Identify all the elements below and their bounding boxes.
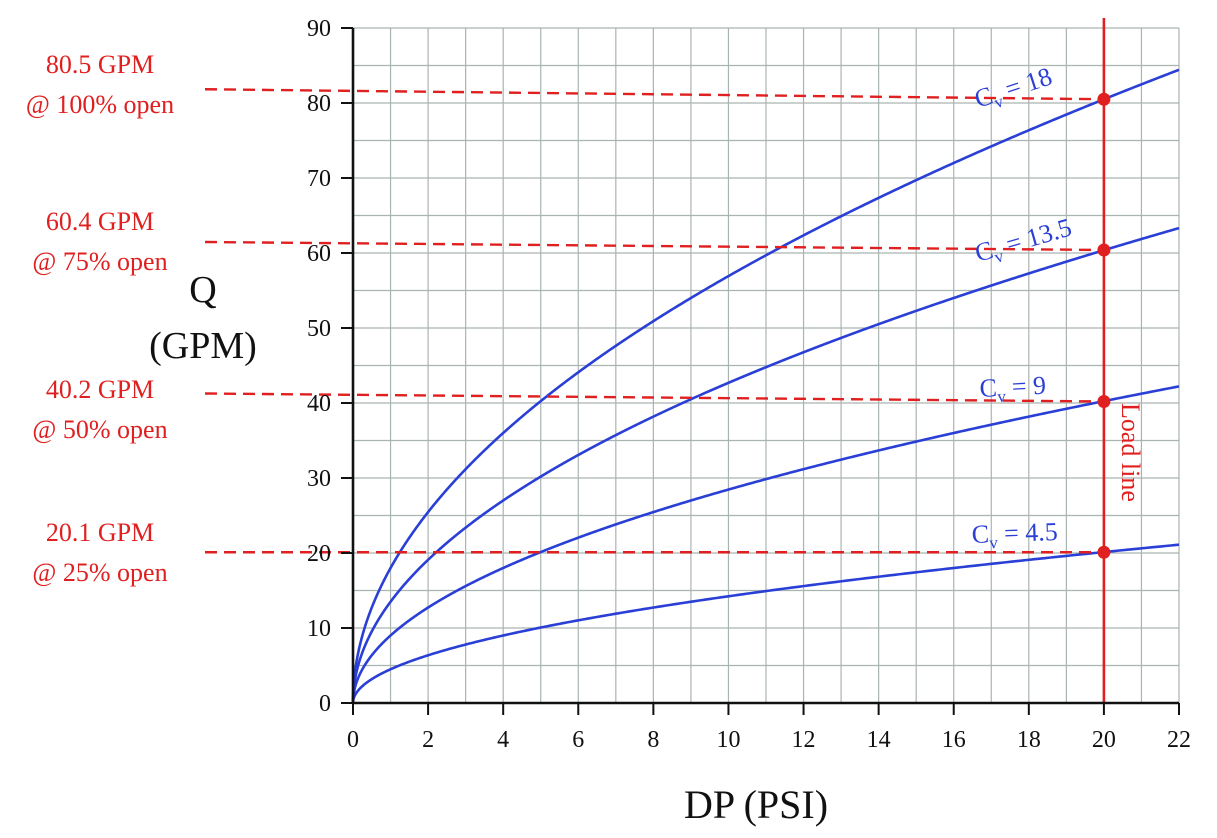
y-axis-title-line1: Q (189, 269, 216, 311)
x-tick-label: 12 (792, 727, 816, 753)
operating-point-label-opening: @ 100% open (26, 90, 174, 119)
chart-axes (341, 27, 1180, 715)
x-tick-label: 14 (867, 727, 891, 753)
x-tick-label: 4 (497, 727, 509, 753)
operating-point-guides (204, 18, 1111, 703)
y-tick-label: 10 (307, 616, 331, 642)
series-label: Cv = 9 (979, 371, 1047, 407)
operating-point-marker (1097, 92, 1111, 106)
x-tick-label: 10 (716, 727, 740, 753)
x-tick-label: 20 (1092, 727, 1116, 753)
operating-point-marker (1097, 243, 1111, 257)
y-tick-label: 80 (307, 91, 331, 117)
x-tick-label: 0 (347, 727, 359, 753)
y-tick-label: 20 (307, 541, 331, 567)
x-tick-label: 8 (647, 727, 659, 753)
x-axis-title: DP (PSI) (684, 782, 828, 827)
operating-point-label-flow: 40.2 GPM (46, 375, 154, 404)
x-tick-label: 18 (1017, 727, 1041, 753)
y-tick-label: 40 (307, 391, 331, 417)
operating-point-label-opening: @ 50% open (32, 415, 167, 444)
operating-point-marker (1097, 395, 1111, 408)
series-label: Cv = 4.5 (971, 517, 1058, 553)
x-tick-label: 16 (942, 727, 966, 753)
y-tick-label: 30 (307, 466, 331, 492)
operating-point-label-flow: 80.5 GPM (46, 50, 154, 79)
operating-point-label-flow: 20.1 GPM (46, 518, 154, 547)
chart-grid (353, 27, 1180, 703)
x-tick-label: 2 (422, 727, 434, 753)
y-tick-label: 50 (307, 316, 331, 342)
y-tick-label: 60 (307, 241, 331, 267)
guide-line-dashed (204, 392, 1104, 403)
operating-point-label-opening: @ 25% open (32, 558, 167, 587)
series-line (351, 226, 1180, 704)
operating-point-label-flow: 60.4 GPM (46, 207, 154, 236)
y-axis-title-line2: (GPM) (149, 325, 257, 367)
operating-point-label-opening: @ 75% open (32, 247, 167, 276)
x-tick-label: 6 (572, 727, 584, 753)
x-tick-label: 22 (1167, 727, 1191, 753)
y-tick-label: 70 (307, 166, 331, 192)
cv-curves (351, 68, 1180, 704)
series-line (351, 68, 1180, 704)
series-line (351, 385, 1180, 704)
chart-labels: 0 2 4 6 8 10 12 14 16 18 20 22 0 10 20 30 40 50 60 70 80 90 DP… (26, 16, 1191, 827)
y-tick-label: 0 (319, 691, 331, 717)
series-line (351, 543, 1180, 704)
operating-point-marker (1097, 545, 1111, 559)
guide-line-dashed (204, 88, 1104, 101)
series-label: Cv = 18 (971, 62, 1057, 118)
guide-line-dashed (204, 240, 1104, 252)
load-line-label: Load line (1116, 403, 1145, 502)
y-tick-label: 90 (307, 16, 331, 42)
